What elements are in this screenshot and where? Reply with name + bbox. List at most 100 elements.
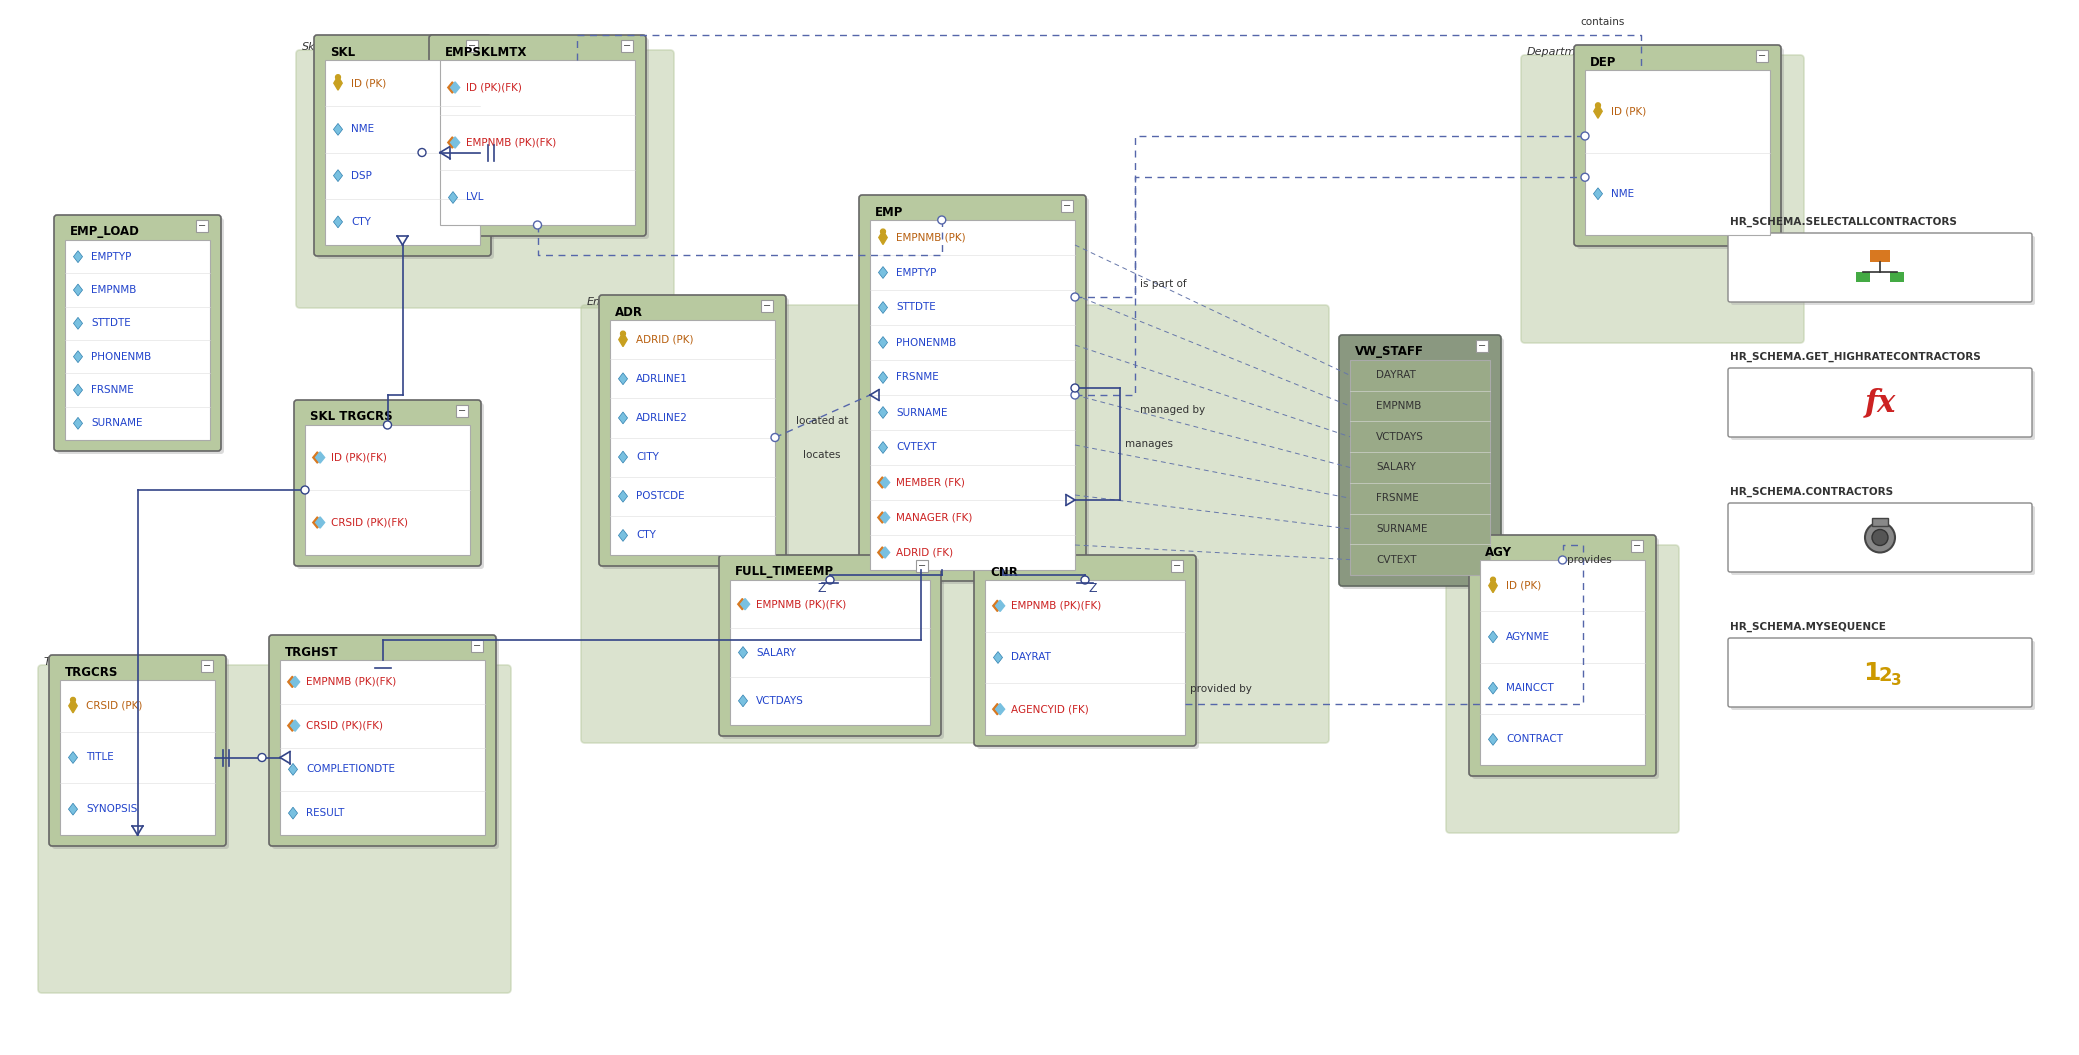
Text: MEMBER (FK): MEMBER (FK) [896,478,965,487]
FancyBboxPatch shape [56,218,225,454]
Text: VCTDAYS: VCTDAYS [757,696,805,706]
FancyBboxPatch shape [272,638,499,849]
Polygon shape [881,512,890,523]
Polygon shape [1489,578,1497,593]
Circle shape [1081,576,1089,584]
Text: locates: locates [802,449,840,460]
Circle shape [71,697,75,703]
Text: STTDTE: STTDTE [91,319,131,328]
Circle shape [938,216,946,224]
Text: provided by: provided by [1189,684,1252,694]
Text: SALARY: SALARY [1376,462,1416,473]
FancyBboxPatch shape [863,198,1089,584]
FancyBboxPatch shape [54,215,220,450]
Circle shape [383,421,391,429]
Text: 2: 2 [1877,666,1892,685]
Polygon shape [617,491,628,502]
Text: ID (PK): ID (PK) [1611,107,1647,116]
Polygon shape [879,442,888,454]
FancyBboxPatch shape [1732,506,2035,575]
Text: TITLE: TITLE [85,752,114,763]
Bar [1869,249,1890,262]
FancyBboxPatch shape [603,298,790,569]
Text: HR_SCHEMA.CONTRACTORS: HR_SCHEMA.CONTRACTORS [1730,486,1894,497]
Polygon shape [289,807,297,819]
Bar [472,640,482,652]
Text: −: − [1062,202,1071,211]
Polygon shape [617,372,628,385]
Bar [455,405,468,417]
Bar [1890,271,1904,282]
Polygon shape [994,704,1002,715]
Bar [1757,50,1767,62]
Polygon shape [879,267,888,279]
Text: EMP_LOAD: EMP_LOAD [71,226,139,238]
Bar [202,660,212,672]
Text: −: − [1478,341,1486,351]
Text: CRSID (PK): CRSID (PK) [85,701,141,711]
Text: PHONENMB: PHONENMB [896,338,956,347]
Polygon shape [879,337,888,348]
Polygon shape [73,251,83,263]
Polygon shape [73,418,83,429]
Text: ID (PK)(FK): ID (PK)(FK) [466,82,522,93]
Polygon shape [73,384,83,396]
Text: EMPNMB (PK)(FK): EMPNMB (PK)(FK) [757,599,846,609]
Bar [64,239,210,440]
Polygon shape [620,332,628,347]
Circle shape [881,229,886,234]
FancyBboxPatch shape [1470,535,1657,776]
Polygon shape [451,137,459,148]
Circle shape [301,486,310,494]
Polygon shape [1489,631,1497,642]
Circle shape [1559,556,1565,564]
Circle shape [1580,132,1588,140]
Polygon shape [447,82,457,93]
Text: PHONENMB: PHONENMB [91,351,152,362]
FancyBboxPatch shape [721,558,944,738]
Circle shape [258,753,266,762]
Text: FULL_TIMEEMP: FULL_TIMEEMP [736,565,834,578]
Text: COMPLETIONDTE: COMPLETIONDTE [306,765,395,774]
Text: TRGCRS: TRGCRS [64,666,119,678]
Polygon shape [996,600,1004,612]
Circle shape [1865,522,1894,553]
Polygon shape [73,318,83,329]
Text: SURNAME: SURNAME [896,407,948,418]
Text: ADRID (PK): ADRID (PK) [636,334,694,345]
Polygon shape [877,477,888,488]
Polygon shape [881,546,890,558]
FancyBboxPatch shape [1728,368,2031,437]
FancyBboxPatch shape [52,658,229,849]
Text: EMPTYP: EMPTYP [896,268,936,277]
Text: HR_SCHEMA.MYSEQUENCE: HR_SCHEMA.MYSEQUENCE [1730,621,1886,632]
Text: contains: contains [1580,17,1626,27]
FancyBboxPatch shape [1522,55,1805,343]
Text: ADRID (FK): ADRID (FK) [896,548,952,557]
Text: is part of: is part of [1139,279,1187,289]
Text: DEP: DEP [1590,56,1615,69]
Text: CTY: CTY [351,217,370,227]
Bar [1584,70,1769,235]
Circle shape [1595,102,1601,108]
Polygon shape [291,720,299,731]
Text: Skill: Skill [301,42,324,52]
Text: VW_STAFF: VW_STAFF [1356,345,1424,359]
Circle shape [1580,173,1588,181]
Polygon shape [617,452,628,463]
Text: VCTDAYS: VCTDAYS [1376,431,1424,442]
Bar [1871,518,1888,525]
Text: −: − [204,661,212,671]
Bar [622,40,632,52]
Bar [1632,540,1642,552]
Text: ADRLINE1: ADRLINE1 [636,373,688,384]
Text: ADR: ADR [615,306,642,319]
Text: Z: Z [1089,582,1098,595]
Text: −: − [1632,541,1640,551]
Text: −: − [919,561,925,571]
Text: POSTCDE: POSTCDE [636,492,684,501]
Text: SURNAME: SURNAME [91,419,143,428]
Text: Employee: Employee [586,298,642,307]
FancyBboxPatch shape [1732,641,2035,710]
Polygon shape [1489,733,1497,745]
